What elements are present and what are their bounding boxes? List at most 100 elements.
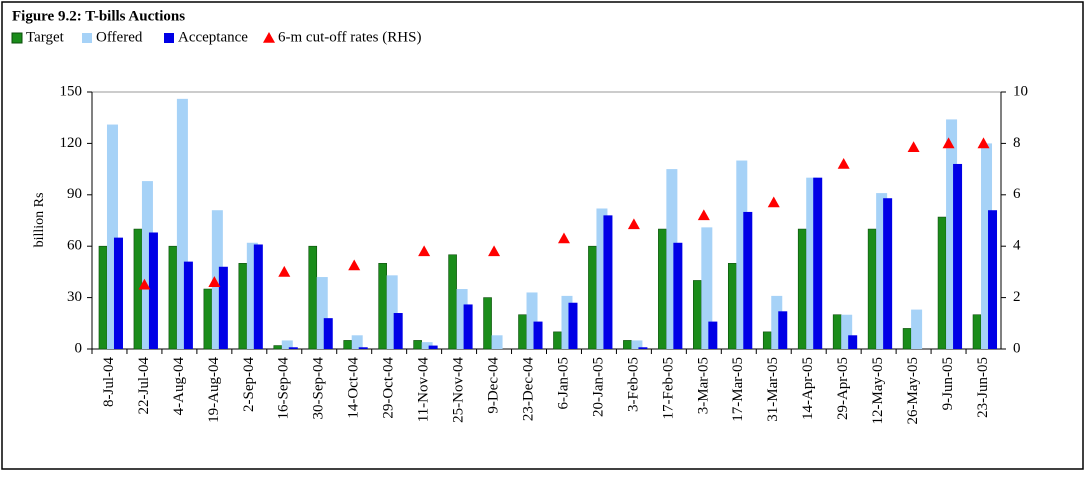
bar [421, 342, 433, 349]
legend-swatch [82, 33, 92, 43]
bar [141, 181, 153, 349]
y-tick-label: 30 [67, 289, 82, 305]
bar [148, 232, 158, 349]
bar [378, 263, 387, 350]
bar [351, 335, 363, 349]
legend-swatch [11, 32, 23, 44]
y2-tick-label: 0 [1013, 340, 1021, 356]
bar [883, 198, 893, 349]
rate-marker [837, 157, 850, 169]
legend-label: 6-m cut-off rates (RHS) [278, 29, 421, 45]
x-tick-label: 6-Jan-05 [555, 357, 571, 410]
bar [841, 314, 853, 349]
bar [596, 208, 608, 349]
bar [727, 263, 737, 350]
bar [246, 242, 258, 349]
bar [832, 314, 842, 350]
chart-title: Figure 9.2: T-bills Auctions [12, 8, 185, 24]
x-tick-label: 20-Jan-05 [590, 357, 606, 417]
bar [533, 321, 543, 349]
bar [693, 280, 702, 350]
x-tick-label: 17-Feb-05 [660, 357, 676, 420]
bar [316, 277, 328, 349]
y-tick-label: 60 [67, 238, 82, 254]
bar [168, 245, 178, 350]
bar [673, 242, 683, 349]
bar [708, 321, 718, 349]
bar [988, 210, 998, 349]
bar [813, 177, 823, 349]
y-tick-label: 0 [75, 340, 83, 356]
bar [113, 237, 123, 349]
bar [463, 304, 473, 349]
bar [631, 340, 643, 349]
y2-tick-label: 8 [1013, 135, 1021, 151]
bar [911, 309, 923, 349]
bar [483, 297, 492, 350]
bar [273, 345, 283, 350]
bar [106, 124, 118, 349]
x-tick-label: 16-Sep-04 [276, 357, 292, 420]
rate-marker [418, 245, 431, 257]
rate-marker [348, 259, 361, 271]
x-tick-label: 25-Nov-04 [451, 357, 467, 423]
rate-marker [488, 245, 501, 257]
rate-marker [627, 218, 640, 230]
x-tick-label: 29-Apr-05 [835, 357, 851, 420]
bar [553, 331, 562, 350]
bar [736, 160, 748, 349]
bar [456, 289, 468, 349]
x-tick-label: 26-May-05 [905, 357, 921, 425]
bar [526, 292, 538, 349]
x-tick-label: 8-Jul-04 [101, 357, 117, 407]
bar [211, 210, 223, 349]
legend-label: Acceptance [178, 29, 248, 45]
bar [413, 340, 422, 350]
bar [568, 302, 578, 349]
x-tick-label: 19-Aug-04 [206, 357, 222, 423]
bar [658, 228, 667, 350]
x-tick-label: 29-Oct-04 [381, 357, 397, 419]
bar [972, 314, 982, 350]
bar [561, 295, 573, 349]
y-tick-label: 120 [60, 135, 83, 151]
bar [946, 119, 958, 349]
bar [448, 254, 457, 350]
x-tick-label: 14-Oct-04 [346, 357, 362, 419]
y2-tick-label: 6 [1013, 186, 1021, 202]
rate-marker [942, 137, 955, 149]
bar [902, 328, 912, 350]
bar [867, 228, 877, 350]
bar [98, 245, 108, 350]
bar [981, 143, 993, 349]
bar [386, 275, 398, 349]
rate-marker [907, 141, 920, 153]
bar [288, 347, 298, 349]
rate-marker [208, 276, 221, 287]
bar [638, 347, 648, 349]
y-axis-label: billion Rs [32, 193, 47, 248]
rate-marker [278, 265, 291, 277]
rate-marker [977, 137, 990, 149]
bar [937, 216, 947, 350]
legend-swatch [164, 33, 174, 43]
x-tick-label: 30-Sep-04 [311, 357, 327, 420]
bar [743, 211, 753, 349]
bar [778, 311, 788, 349]
bar [701, 227, 713, 349]
bar [518, 314, 527, 350]
x-tick-label: 31-Mar-05 [765, 357, 781, 422]
legend-label: Offered [96, 29, 143, 45]
x-tick-label: 3-Mar-05 [695, 357, 711, 414]
bar [491, 335, 503, 349]
x-tick-label: 2-Sep-04 [241, 357, 257, 412]
bar [588, 245, 597, 350]
legend-label: Target [26, 29, 65, 45]
bar [281, 340, 293, 349]
legend-marker [263, 32, 275, 43]
bar [218, 266, 228, 349]
bar [848, 335, 858, 349]
x-tick-label: 23-Jun-05 [975, 357, 991, 418]
bar [623, 340, 632, 350]
